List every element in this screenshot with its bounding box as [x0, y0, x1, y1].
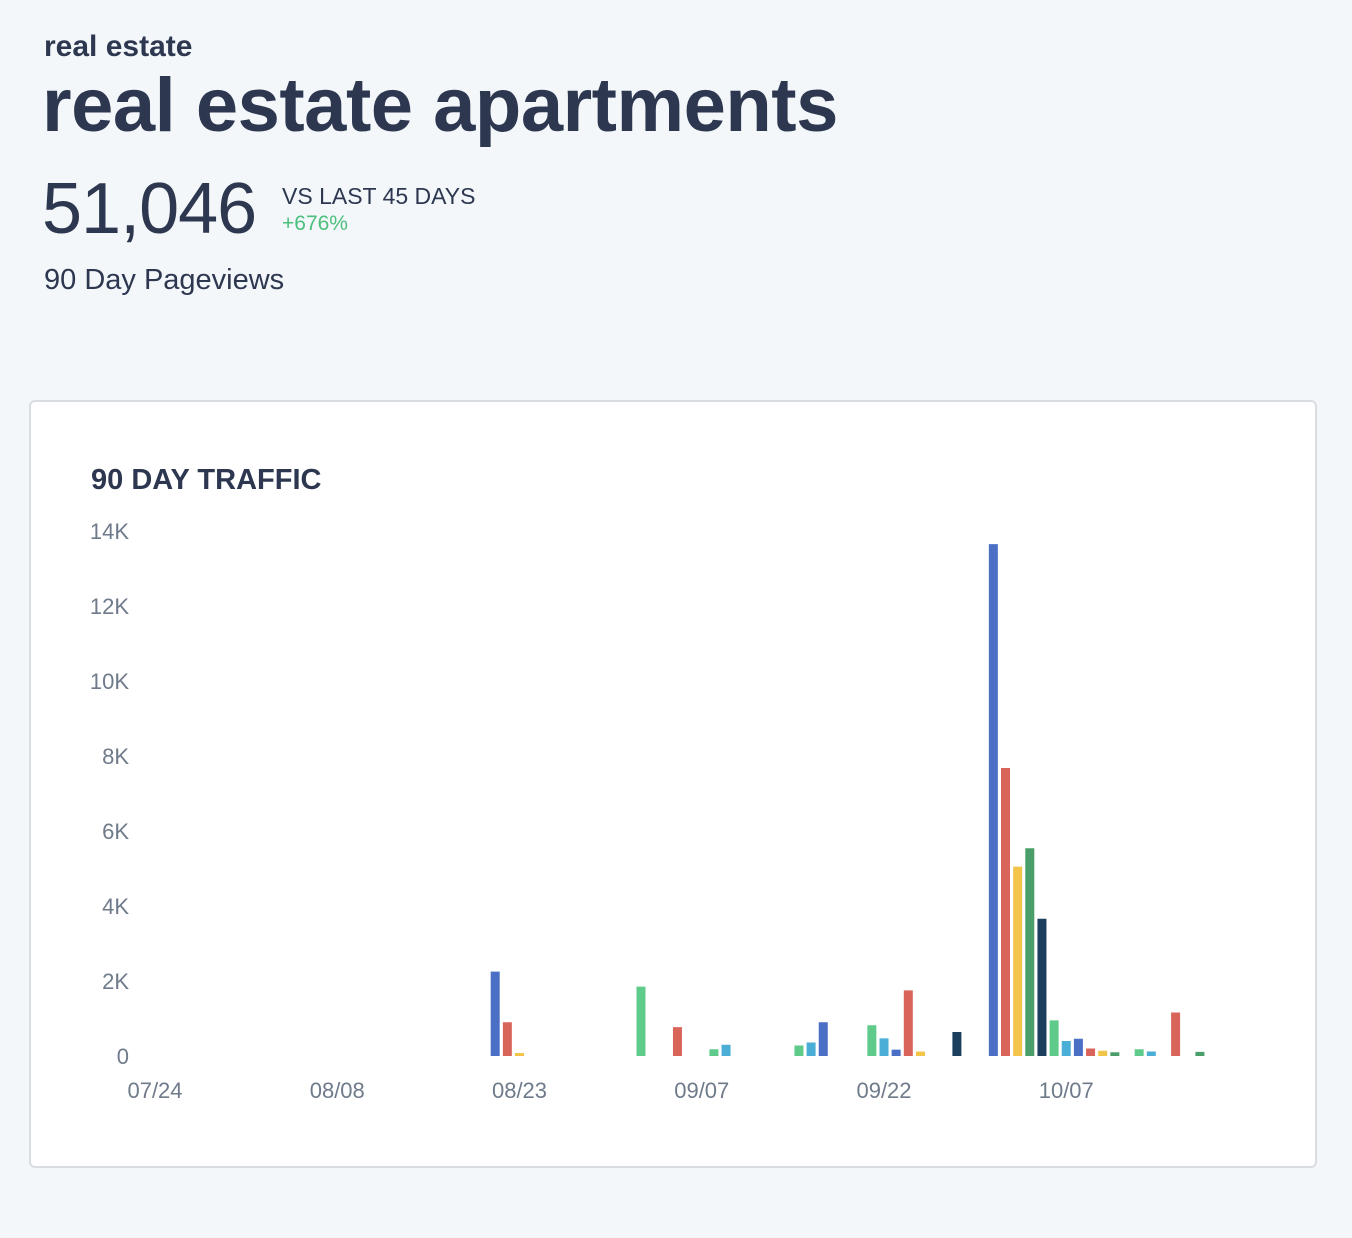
- bar[interactable]: [1110, 1052, 1120, 1056]
- bar[interactable]: [1146, 1051, 1156, 1057]
- bar[interactable]: [1086, 1048, 1096, 1057]
- bar[interactable]: [1037, 918, 1047, 1056]
- bar[interactable]: [1013, 866, 1023, 1057]
- y-tick-label: 6K: [102, 819, 129, 844]
- x-axis: 07/24 08/08 08/23 09/07 09/22 10/07: [127, 1078, 1093, 1103]
- bar[interactable]: [672, 1027, 682, 1057]
- x-tick-label: 07/24: [127, 1078, 182, 1103]
- bar[interactable]: [867, 1025, 877, 1056]
- bar[interactable]: [818, 1022, 828, 1056]
- y-axis: 0 2K 4K 6K 8K 10K 12K 14K: [90, 519, 129, 1069]
- bar[interactable]: [903, 990, 913, 1057]
- bar[interactable]: [988, 544, 998, 1057]
- change-percentage: +676%: [282, 212, 348, 235]
- bar[interactable]: [1061, 1041, 1071, 1056]
- bar[interactable]: [879, 1038, 889, 1057]
- y-tick-label: 10K: [90, 669, 129, 694]
- chart-title: 90 DAY TRAFFIC: [91, 464, 322, 496]
- bar[interactable]: [502, 1022, 512, 1056]
- y-tick-label: 12K: [90, 594, 129, 619]
- compare-label: VS LAST 45 DAYS: [282, 183, 476, 209]
- bar-series: [490, 544, 1205, 1057]
- bar[interactable]: [1171, 1012, 1181, 1057]
- bar[interactable]: [1098, 1050, 1108, 1056]
- bar[interactable]: [1073, 1038, 1083, 1056]
- bar[interactable]: [515, 1053, 524, 1056]
- bar[interactable]: [915, 1051, 925, 1057]
- metric-caption: 90 Day Pageviews: [44, 264, 285, 296]
- bar[interactable]: [1049, 1020, 1059, 1057]
- bar[interactable]: [709, 1049, 719, 1056]
- y-tick-label: 8K: [102, 744, 129, 769]
- x-tick-label: 09/22: [856, 1078, 911, 1103]
- x-tick-label: 09/07: [674, 1078, 729, 1103]
- bar[interactable]: [806, 1042, 816, 1057]
- traffic-chart-card: 90 DAY TRAFFIC 0 2K 4K 6K 8K 10K 12K 14K 07/24 0…: [29, 400, 1317, 1168]
- y-tick-label: 0: [117, 1044, 129, 1069]
- bar[interactable]: [490, 971, 500, 1057]
- bar[interactable]: [891, 1049, 901, 1057]
- bar[interactable]: [1134, 1049, 1144, 1056]
- bar[interactable]: [1001, 768, 1010, 1056]
- y-tick-label: 14K: [90, 519, 129, 544]
- page-title: real estate apartments: [42, 63, 838, 148]
- x-tick-label: 10/07: [1039, 1078, 1094, 1103]
- y-tick-label: 2K: [102, 969, 129, 994]
- bar[interactable]: [721, 1044, 731, 1056]
- bar[interactable]: [952, 1032, 962, 1056]
- metric-value: 51,046: [42, 169, 257, 249]
- bar[interactable]: [794, 1045, 804, 1057]
- y-tick-label: 4K: [102, 894, 129, 919]
- x-tick-label: 08/08: [310, 1078, 365, 1103]
- bar[interactable]: [1195, 1051, 1205, 1057]
- x-tick-label: 08/23: [492, 1078, 547, 1103]
- category-label: real estate: [44, 30, 193, 63]
- bar[interactable]: [636, 986, 646, 1057]
- bar[interactable]: [1025, 848, 1035, 1056]
